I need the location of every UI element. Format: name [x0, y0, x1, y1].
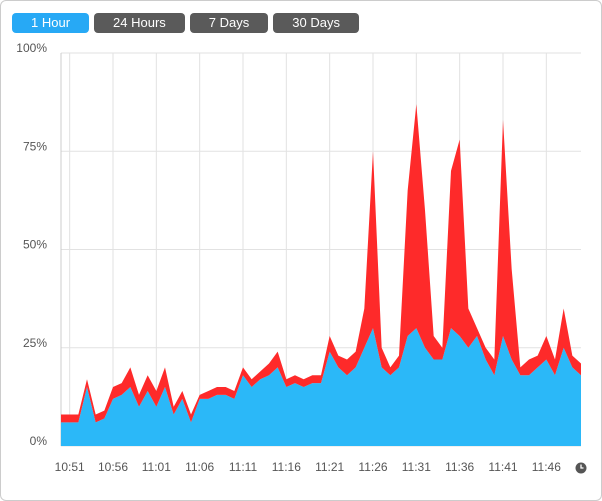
range-buttons: 1 Hour 24 Hours 7 Days 30 Days: [12, 13, 359, 33]
range-button[interactable]: 7 Days: [189, 13, 269, 33]
x-tick-label: 10:51: [55, 460, 85, 474]
range-button[interactable]: 30 Days: [273, 13, 359, 33]
range-button[interactable]: 1 Hour: [12, 13, 90, 33]
range-button[interactable]: 24 Hours: [94, 13, 185, 33]
y-tick-label: 75%: [23, 139, 47, 153]
x-tick-label: 11:41: [488, 460, 517, 474]
x-tick-label: 11:46: [532, 460, 561, 474]
y-tick-label: 0%: [30, 434, 48, 448]
x-tick-label: 10:56: [98, 460, 128, 474]
areas: [61, 104, 581, 446]
x-tick-label: 11:21: [315, 460, 344, 474]
clock-icon: [575, 462, 587, 474]
plot: 0% 25% 50% 75% 100% 10:51 10:56 11:01 11:06 11:11…: [16, 41, 581, 474]
labels: 0% 25% 50% 75% 100% 10:51 10:56 11:01 11:06 11:11…: [16, 41, 561, 474]
x-tick-label: 11:01: [142, 460, 171, 474]
x-tick-label: 11:26: [358, 460, 387, 474]
x-tick-label: 11:11: [229, 460, 258, 474]
y-tick-label: 25%: [23, 336, 47, 350]
y-tick-label: 50%: [23, 238, 47, 252]
x-tick-label: 11:16: [272, 460, 301, 474]
y-tick-label: 100%: [16, 41, 47, 55]
area: [61, 328, 581, 446]
x-tick-label: 11:31: [402, 460, 431, 474]
area: [61, 104, 581, 423]
x-tick-label: 11:36: [445, 460, 474, 474]
x-tick-label: 11:06: [185, 460, 214, 474]
